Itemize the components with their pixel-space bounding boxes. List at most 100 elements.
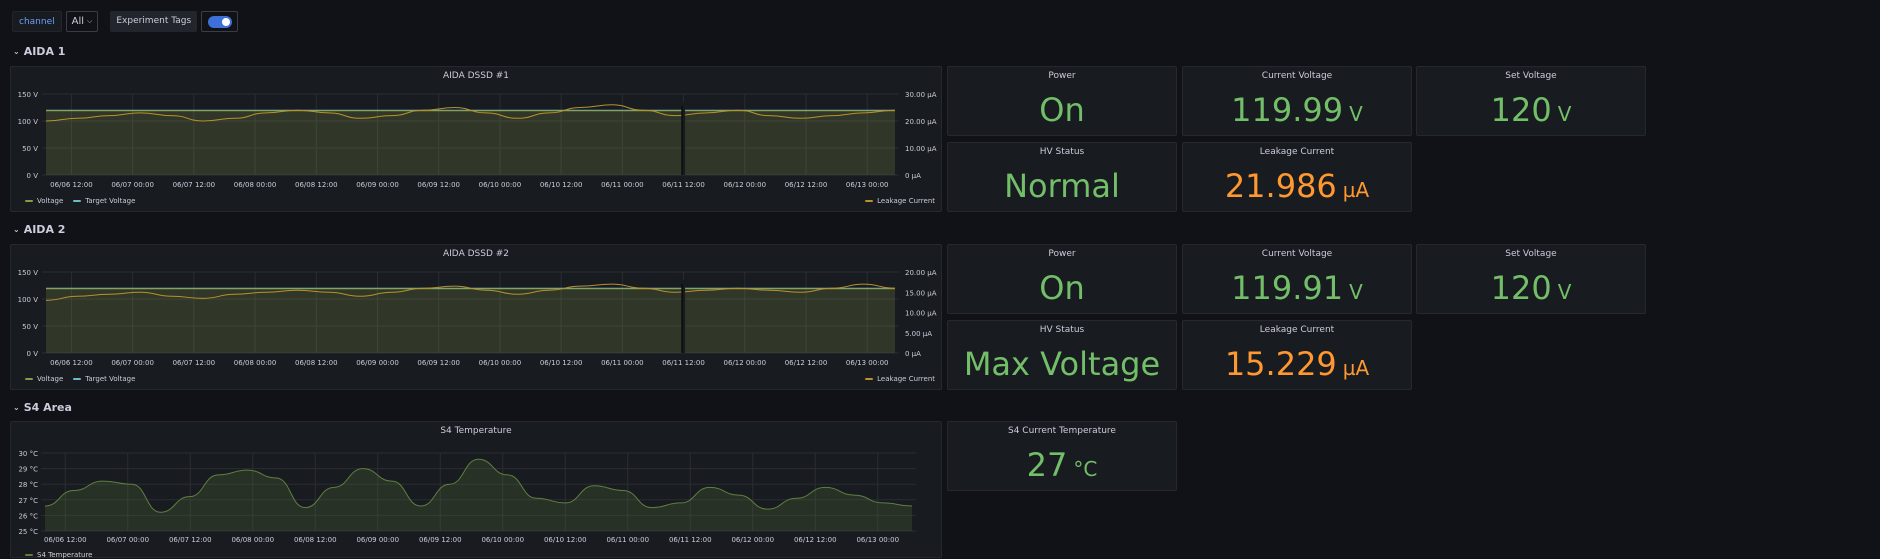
legend-item[interactable]: Voltage: [37, 197, 64, 205]
y-axis-tick-label: 27 °C: [18, 497, 38, 505]
y-axis-right-tick-label: 15.00 µA: [905, 289, 937, 297]
series-s4-temperature-line: [44, 458, 913, 513]
x-axis-tick-label: 06/09 00:00: [356, 536, 399, 544]
chevron-down-icon: ⌄: [13, 47, 20, 56]
panel-title: Current Voltage: [1261, 71, 1333, 81]
channel-variable-label: channel: [12, 11, 62, 32]
aida2-leakage-current-panel[interactable]: Leakage Current 15.229 µA: [1182, 320, 1412, 390]
legend: S4 Temperature: [25, 551, 92, 559]
stat-value: On: [1039, 91, 1085, 129]
legend-item[interactable]: Target Voltage: [85, 375, 136, 383]
y-axis-tick-label: 50 V: [22, 145, 38, 153]
s4-temperature-graph: 25 °C 26 °C 27 °C 28 °C 29 °C 30 °C 06/06 12:0…: [18, 450, 916, 544]
aida1-power-panel[interactable]: Power On: [947, 66, 1177, 136]
stat-number: 15.229: [1224, 345, 1337, 383]
x-axis-tick-label: 06/09 00:00: [356, 359, 399, 367]
channel-variable-select[interactable]: All ⌵: [65, 11, 99, 32]
stat-number: 119.99: [1231, 91, 1344, 129]
x-axis-tick-label: 06/10 00:00: [479, 181, 522, 189]
s4-current-temperature-panel[interactable]: S4 Current Temperature 27 °C: [947, 421, 1177, 491]
y-axis-tick-label: 100 V: [18, 118, 39, 126]
data-gap: [682, 102, 686, 175]
x-axis-tick-label: 06/11 00:00: [601, 181, 644, 189]
row-header-s4-area[interactable]: ⌄ S4 Area: [13, 401, 72, 414]
s4-temperature-graph-panel[interactable]: S4 Temperature 25 °C 26 °C 27 °C 28 °C 29 °C…: [10, 421, 942, 559]
row-header-aida1[interactable]: ⌄ AIDA 1: [13, 45, 65, 58]
x-axis-tick-label: 06/10 12:00: [544, 536, 587, 544]
x-axis-tick-label: 06/08 12:00: [295, 181, 338, 189]
legend-swatch-icon: [73, 378, 82, 380]
x-axis-tick-label: 06/11 00:00: [606, 536, 649, 544]
x-axis-tick-label: 06/08 00:00: [234, 181, 277, 189]
aida1-leakage-current-panel[interactable]: Leakage Current 21.986 µA: [1182, 142, 1412, 212]
legend-item[interactable]: Leakage Current: [877, 375, 935, 383]
panel-title: Power: [1048, 249, 1076, 259]
series-leakage-current-line: [45, 283, 896, 301]
y-axis-tick-label: 150 V: [18, 269, 39, 277]
aida2-set-voltage-panel[interactable]: Set Voltage 120 V: [1416, 244, 1646, 314]
x-axis-tick-label: 06/13 00:00: [846, 181, 889, 189]
legend-item[interactable]: Voltage: [37, 375, 64, 383]
x-axis-tick-label: 06/08 12:00: [295, 359, 338, 367]
x-axis-tick-label: 06/12 12:00: [794, 536, 837, 544]
chevron-down-icon: ⌵: [87, 17, 93, 25]
aida1-graph-panel[interactable]: AIDA DSSD #1 0 V 50 V 100 V 150 V 0 µA 10.00 …: [10, 66, 942, 212]
x-axis-tick-label: 06/10 00:00: [479, 359, 522, 367]
x-axis-tick-label: 06/12 00:00: [723, 181, 766, 189]
x-axis-tick-label: 06/08 00:00: [234, 359, 277, 367]
legend: Voltage Target Voltage: [25, 197, 135, 205]
aida2-hv-status-panel[interactable]: HV Status Max Voltage: [947, 320, 1177, 390]
x-axis-tick-label: 06/10 12:00: [540, 359, 583, 367]
experiment-tags-toggle[interactable]: [201, 11, 239, 32]
stat-number: 21.986: [1224, 167, 1337, 205]
y-axis-tick-label: 26 °C: [18, 512, 38, 520]
aida2-graph-panel[interactable]: AIDA DSSD #2 0 V 50 V 100 V 150 V 0 µA 5.00 µ…: [10, 244, 942, 390]
aida2-current-voltage-panel[interactable]: Current Voltage 119.91 V: [1182, 244, 1412, 314]
y-axis-right-tick-label: 0 µA: [905, 350, 921, 358]
legend: Leakage Current: [865, 197, 935, 205]
aida1-set-voltage-panel[interactable]: Set Voltage 120 V: [1416, 66, 1646, 136]
legend-item[interactable]: Leakage Current: [877, 197, 935, 205]
stat-value: On: [1039, 269, 1085, 307]
y-axis-tick-label: 50 V: [22, 323, 38, 331]
x-axis-tick-label: 06/08 00:00: [231, 536, 274, 544]
x-axis-tick-label: 06/07 00:00: [111, 181, 154, 189]
panel-title: HV Status: [1039, 147, 1085, 157]
x-axis-tick-label: 06/10 12:00: [540, 181, 583, 189]
aida2-power-panel[interactable]: Power On: [947, 244, 1177, 314]
legend: Leakage Current: [865, 375, 935, 383]
aida1-hv-status-panel[interactable]: HV Status Normal: [947, 142, 1177, 212]
stat-number: 120: [1490, 91, 1552, 129]
stat-value: Max Voltage: [963, 345, 1161, 383]
legend-item[interactable]: Target Voltage: [85, 197, 136, 205]
panel-title: AIDA DSSD #2: [442, 249, 509, 259]
series-leakage-current-line: [45, 104, 896, 122]
y-axis-tick-label: 28 °C: [18, 481, 38, 489]
panel-title: Current Voltage: [1261, 249, 1333, 259]
y-axis-tick-label: 150 V: [18, 91, 39, 99]
stat-unit: V: [1349, 102, 1363, 126]
x-axis-tick-label: 06/07 12:00: [169, 536, 212, 544]
stat-value: Normal: [1004, 167, 1120, 205]
y-axis-tick-label: 29 °C: [18, 466, 38, 474]
stat-value: 120 V: [1417, 94, 1645, 126]
aida1-current-voltage-panel[interactable]: Current Voltage 119.99 V: [1182, 66, 1412, 136]
x-axis-tick-label: 06/07 00:00: [106, 536, 149, 544]
x-axis-tick-label: 06/11 12:00: [669, 536, 712, 544]
row-title: S4 Area: [23, 401, 72, 414]
x-axis-tick-label: 06/07 00:00: [111, 359, 154, 367]
x-axis-tick-label: 06/12 12:00: [785, 181, 828, 189]
channel-variable-value: All: [71, 16, 85, 27]
stat-unit: V: [1349, 280, 1363, 304]
chevron-down-icon: ⌄: [13, 225, 20, 234]
chevron-down-icon: ⌄: [13, 403, 20, 412]
stat-value: 119.91 V: [1183, 272, 1411, 304]
panel-title: Set Voltage: [1505, 249, 1557, 259]
x-axis-tick-label: 06/13 00:00: [846, 359, 889, 367]
row-header-aida2[interactable]: ⌄ AIDA 2: [13, 223, 65, 236]
experiment-tags-label: Experiment Tags: [110, 11, 198, 32]
legend-item[interactable]: S4 Temperature: [37, 551, 93, 559]
panel-title: HV Status: [1039, 325, 1085, 335]
aida2-graph: 0 V 50 V 100 V 150 V 0 µA 5.00 µA 10.00 µA 15.0…: [18, 269, 937, 367]
x-axis-tick-label: 06/09 00:00: [356, 181, 399, 189]
